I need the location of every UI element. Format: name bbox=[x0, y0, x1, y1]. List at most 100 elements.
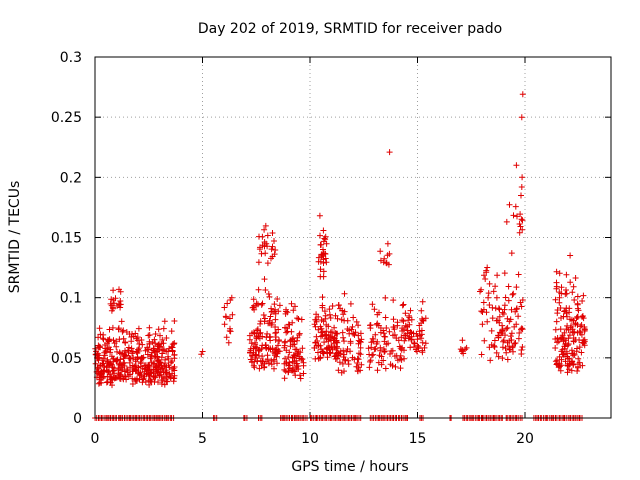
data-point bbox=[121, 362, 128, 369]
data-point bbox=[140, 375, 147, 382]
y-tick-label: 0.2 bbox=[60, 170, 82, 186]
data-point bbox=[114, 356, 121, 363]
data-point bbox=[388, 348, 395, 354]
data-point bbox=[557, 326, 564, 333]
data-point bbox=[199, 348, 206, 355]
y-axis-title: SRMTID / TECUs bbox=[7, 181, 23, 294]
data-point bbox=[394, 319, 401, 326]
data-point bbox=[148, 359, 155, 366]
data-point bbox=[481, 337, 488, 344]
data-point bbox=[556, 289, 563, 296]
data-point bbox=[134, 355, 141, 361]
data-point bbox=[378, 353, 385, 360]
data-point bbox=[250, 296, 257, 303]
data-point bbox=[564, 369, 571, 376]
data-point bbox=[568, 367, 575, 374]
data-point bbox=[98, 379, 105, 386]
data-point bbox=[418, 335, 425, 342]
data-point bbox=[315, 349, 321, 356]
y-tick-label: 0.1 bbox=[60, 291, 82, 307]
data-point bbox=[373, 340, 380, 347]
data-point bbox=[495, 353, 502, 360]
data-point bbox=[159, 336, 166, 343]
data-point bbox=[93, 348, 99, 355]
data-point bbox=[159, 365, 166, 372]
data-point bbox=[115, 365, 122, 372]
data-point bbox=[553, 268, 560, 275]
data-point bbox=[371, 306, 378, 313]
x-tick-label: 10 bbox=[301, 431, 319, 447]
data-point bbox=[101, 364, 108, 371]
data-point bbox=[571, 351, 578, 358]
data-point bbox=[320, 238, 327, 245]
data-point bbox=[578, 331, 585, 338]
data-point bbox=[289, 341, 296, 348]
outlier-point bbox=[518, 114, 525, 121]
data-point bbox=[283, 329, 290, 336]
data-point bbox=[171, 340, 178, 347]
data-point bbox=[344, 317, 351, 324]
data-point bbox=[390, 332, 396, 339]
data-point bbox=[406, 314, 413, 321]
data-point bbox=[552, 326, 559, 333]
data-point bbox=[480, 299, 487, 306]
data-point bbox=[576, 337, 583, 343]
data-point bbox=[169, 366, 176, 372]
data-point bbox=[292, 303, 298, 310]
data-point bbox=[161, 381, 168, 388]
data-point bbox=[281, 342, 288, 349]
data-point bbox=[319, 252, 326, 259]
data-point bbox=[509, 291, 516, 298]
data-point bbox=[276, 302, 283, 309]
data-point bbox=[504, 324, 511, 331]
data-point bbox=[163, 369, 170, 376]
data-point bbox=[382, 294, 389, 301]
data-point bbox=[518, 347, 525, 353]
x-tick-label: 15 bbox=[409, 431, 427, 447]
data-point bbox=[318, 253, 325, 260]
data-point bbox=[97, 331, 104, 338]
data-point bbox=[160, 368, 167, 375]
data-point bbox=[552, 358, 559, 365]
data-point bbox=[325, 338, 332, 345]
data-point bbox=[255, 347, 262, 354]
data-point bbox=[381, 333, 388, 340]
data-point bbox=[297, 375, 304, 382]
data-point bbox=[567, 279, 574, 286]
data-point bbox=[401, 337, 408, 344]
data-point bbox=[350, 330, 357, 337]
data-point bbox=[268, 357, 275, 364]
data-point bbox=[129, 381, 136, 387]
data-point bbox=[510, 290, 517, 297]
data-point bbox=[357, 367, 364, 374]
data-point bbox=[368, 344, 375, 351]
data-point bbox=[100, 355, 107, 362]
data-point bbox=[387, 351, 393, 357]
data-point bbox=[137, 369, 144, 376]
data-point bbox=[318, 346, 325, 353]
data-point bbox=[350, 314, 357, 321]
data-point bbox=[329, 346, 336, 353]
data-point bbox=[369, 301, 376, 308]
data-point bbox=[261, 363, 268, 370]
data-point bbox=[573, 348, 580, 355]
data-point bbox=[117, 350, 124, 357]
data-point bbox=[515, 335, 522, 342]
data-point bbox=[319, 328, 326, 335]
data-point bbox=[400, 301, 407, 308]
data-point bbox=[415, 345, 422, 352]
data-point bbox=[165, 348, 172, 355]
data-point bbox=[574, 368, 581, 374]
data-point bbox=[135, 346, 142, 353]
data-point bbox=[383, 325, 390, 331]
data-point bbox=[169, 347, 176, 354]
data-point bbox=[300, 370, 307, 377]
data-point bbox=[287, 337, 294, 344]
data-point bbox=[317, 273, 324, 280]
data-point bbox=[249, 304, 256, 311]
data-point bbox=[503, 325, 510, 332]
data-point bbox=[98, 370, 105, 377]
data-point bbox=[312, 323, 319, 330]
data-point bbox=[262, 287, 269, 293]
